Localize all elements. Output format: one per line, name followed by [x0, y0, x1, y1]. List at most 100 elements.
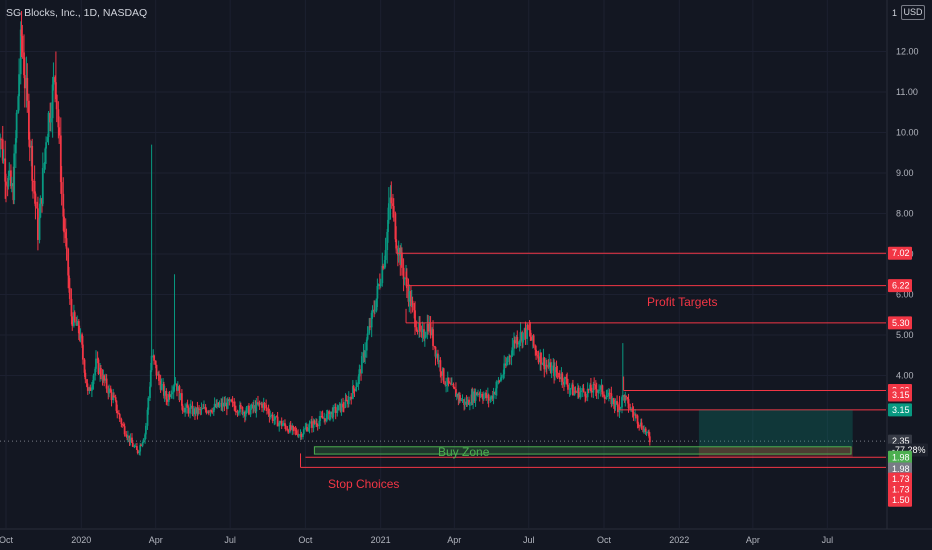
candle-body [419, 323, 421, 332]
candle-body [115, 400, 118, 411]
candle-body [26, 77, 29, 101]
candle-body [334, 407, 337, 414]
candle-body [611, 398, 614, 405]
candle-body [116, 410, 119, 414]
candle-body [179, 393, 182, 401]
candle-body [536, 355, 539, 357]
candle-body [397, 247, 400, 256]
candle-body [0, 139, 2, 143]
candle-body [28, 100, 30, 140]
candle-body [616, 401, 618, 405]
candle-body [302, 429, 305, 434]
x-tick-label: Apr [746, 535, 760, 545]
plot-area [0, 11, 651, 456]
candle-body [274, 416, 277, 420]
position-loss-zone [698, 446, 853, 458]
candle-body [271, 414, 274, 421]
candle-body [364, 350, 367, 358]
candle-body [402, 267, 405, 280]
candle-body [289, 425, 292, 430]
candle-body [213, 403, 216, 408]
candle-body [369, 326, 371, 328]
candle-body [534, 345, 537, 350]
candle-body [626, 397, 629, 400]
candle-body [312, 420, 315, 428]
candle-body [576, 391, 578, 393]
candle-body [234, 406, 236, 411]
candle-body [513, 340, 515, 348]
candle-body [118, 414, 121, 420]
y-tick-label: 12.00 [896, 47, 919, 57]
y-tick-label: 6.00 [896, 290, 914, 300]
candle-body [46, 137, 49, 143]
candle-body [77, 321, 80, 334]
candle-body [518, 340, 521, 343]
candle-body [387, 203, 390, 220]
candle-body [416, 330, 419, 332]
candle-body [210, 410, 213, 412]
candle-body [154, 360, 157, 365]
candle-body [135, 446, 138, 450]
y-tick-label: 11.00 [896, 87, 918, 97]
candle-body [8, 170, 11, 176]
candle-body [411, 300, 414, 306]
candle-body [482, 395, 485, 400]
candle-body [608, 392, 611, 394]
candle-body [481, 394, 484, 398]
candle-body [452, 383, 455, 388]
candle-body [239, 404, 241, 413]
x-tick-label: Oct [298, 535, 313, 545]
candle-body [94, 368, 97, 376]
candle-body [477, 393, 479, 396]
candle-body [173, 383, 176, 387]
stop-label-2-box [888, 472, 912, 486]
candle-body [608, 392, 610, 397]
candle-body [619, 407, 622, 409]
candle-body [224, 402, 227, 407]
candle-body [429, 322, 432, 336]
candle-body [353, 388, 356, 391]
candle-body [630, 408, 632, 410]
candle-body [231, 401, 234, 403]
candle-body [261, 403, 263, 408]
change-label: -77.28% [892, 445, 926, 455]
candle-body [447, 377, 450, 383]
candle-body [109, 388, 112, 393]
candle-body [36, 206, 38, 209]
candle-body [466, 399, 469, 405]
candle-body [621, 397, 623, 408]
candle-body [392, 203, 394, 207]
candle-body [146, 409, 149, 426]
candle-body [92, 375, 95, 385]
candle-body [45, 142, 47, 149]
candle-body [91, 384, 94, 388]
candle-body [269, 415, 272, 418]
candle-body [526, 324, 529, 339]
candle-body [123, 426, 126, 435]
stop-label-4: 1.50 [892, 495, 910, 505]
candle-body [360, 356, 363, 374]
candle-body [204, 406, 207, 410]
currency-button[interactable]: USD [901, 5, 925, 20]
candle-body [144, 434, 146, 440]
candle-body [624, 396, 627, 401]
candle-body [550, 367, 553, 374]
candle-body [332, 407, 335, 418]
candle-body [524, 328, 527, 339]
candle-body [597, 390, 600, 393]
candle-body [278, 422, 281, 427]
candle-body [81, 344, 84, 360]
chart-grid [0, 0, 886, 528]
candle-body [14, 138, 17, 154]
candle-body [448, 382, 451, 384]
candle-body [529, 330, 532, 337]
candle-body [239, 404, 242, 407]
candle-body [184, 407, 187, 413]
candle-body [307, 428, 310, 432]
x-tick-label: Jul [523, 535, 535, 545]
y-tick-label: 9.00 [896, 168, 914, 178]
candle-body [181, 405, 184, 411]
stop-label-3: 1.73 [892, 485, 910, 495]
candle-body [311, 421, 313, 428]
